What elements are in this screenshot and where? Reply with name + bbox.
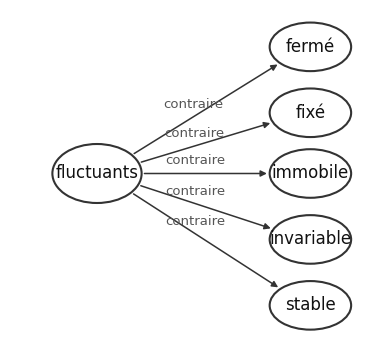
- Text: fixé: fixé: [295, 104, 326, 122]
- Text: contraire: contraire: [165, 127, 225, 140]
- Text: contraire: contraire: [166, 185, 226, 197]
- Text: fermé: fermé: [286, 38, 335, 56]
- Ellipse shape: [52, 144, 142, 203]
- Ellipse shape: [270, 88, 351, 137]
- Text: immobile: immobile: [272, 164, 349, 183]
- Text: stable: stable: [285, 296, 336, 314]
- Ellipse shape: [270, 23, 351, 71]
- Text: contraire: contraire: [165, 154, 225, 167]
- Text: fluctuants: fluctuants: [55, 164, 139, 183]
- Ellipse shape: [270, 149, 351, 198]
- Ellipse shape: [270, 281, 351, 330]
- Text: invariable: invariable: [269, 230, 352, 248]
- Text: contraire: contraire: [163, 98, 223, 111]
- Text: contraire: contraire: [165, 215, 225, 228]
- Ellipse shape: [270, 215, 351, 264]
